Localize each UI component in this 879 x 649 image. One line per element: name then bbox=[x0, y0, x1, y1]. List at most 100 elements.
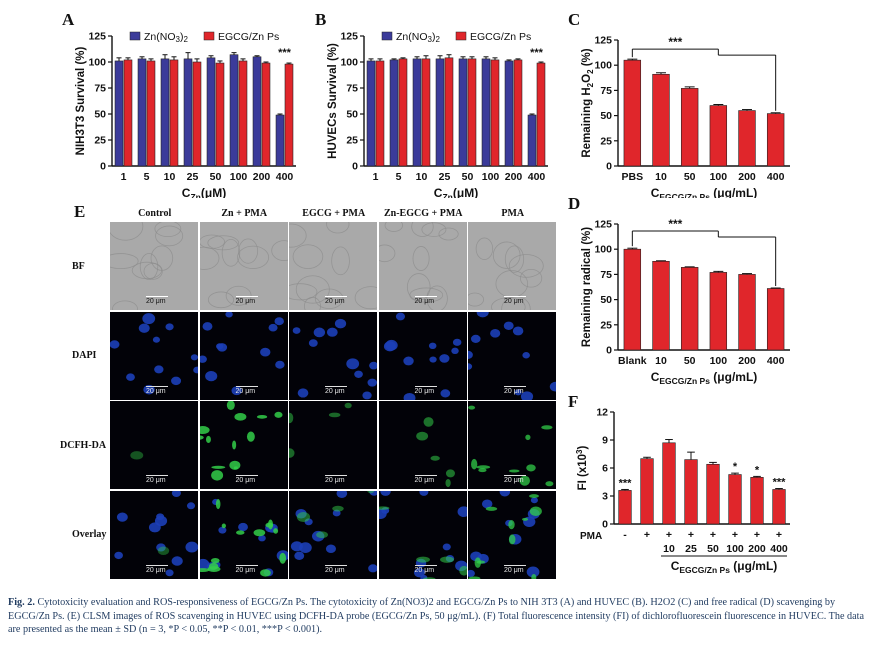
dcf-signal bbox=[231, 440, 236, 450]
nucleus bbox=[418, 490, 428, 496]
x-tick-label: 200 bbox=[253, 171, 271, 183]
nucleus bbox=[457, 505, 467, 517]
nucleus bbox=[514, 388, 522, 395]
micrograph-canvas bbox=[468, 490, 556, 579]
dcf-signal bbox=[545, 481, 554, 487]
scale-bar-label: 20 μm bbox=[146, 387, 166, 395]
bar bbox=[366, 60, 376, 167]
nucleus bbox=[452, 338, 461, 346]
dcf-signal bbox=[508, 519, 515, 529]
x-tick-label: 400 bbox=[528, 171, 546, 183]
micrograph-canvas bbox=[378, 222, 467, 310]
scale-bar-label: 20 μm bbox=[235, 298, 256, 305]
bf-cell-outline bbox=[504, 245, 525, 273]
pma-sign: + bbox=[666, 529, 672, 541]
bf-background bbox=[468, 222, 556, 310]
x-tick-label: 25 bbox=[685, 543, 697, 555]
x-axis-label-sub: Zn bbox=[190, 192, 200, 198]
x-axis-label: CZn(μM) bbox=[434, 186, 478, 198]
y-tick-label: 25 bbox=[94, 135, 106, 147]
micrograph-overlay-4: 20 μm bbox=[378, 490, 467, 579]
y-tick-label: 50 bbox=[94, 109, 106, 121]
micrograph-bf-2: 20 μm bbox=[199, 222, 288, 310]
y-tick-label: 75 bbox=[346, 83, 358, 95]
bar bbox=[412, 58, 422, 167]
nucleus bbox=[165, 322, 174, 330]
nucleus bbox=[346, 357, 360, 369]
fluorescence-background bbox=[110, 401, 198, 489]
scale-bar bbox=[504, 564, 526, 566]
nucleus bbox=[439, 388, 450, 397]
micrograph-canvas bbox=[199, 222, 288, 310]
scale-bar-label: 20 μm bbox=[146, 566, 166, 574]
nucleus bbox=[438, 353, 449, 363]
micrograph-canvas bbox=[378, 311, 467, 400]
pma-sign: + bbox=[644, 529, 650, 541]
microscopy-grid: Control Zn + PMA EGCG + PMA Zn-EGCG + PMA PM… bbox=[60, 206, 566, 586]
x-tick-label: 100 bbox=[726, 543, 744, 555]
bar bbox=[527, 114, 537, 167]
dcf-signal bbox=[423, 417, 434, 427]
dcf-signal bbox=[233, 466, 238, 470]
nucleus bbox=[379, 490, 391, 496]
bar bbox=[684, 459, 698, 525]
nucleus bbox=[224, 311, 233, 318]
x-tick-label: 200 bbox=[505, 171, 523, 183]
bar bbox=[709, 105, 728, 167]
scale-bar bbox=[414, 385, 437, 387]
bar bbox=[490, 59, 500, 167]
dcf-signal bbox=[226, 401, 235, 411]
legend-tail: ) bbox=[432, 31, 436, 43]
dcf-signal bbox=[210, 557, 220, 563]
nucleus bbox=[512, 325, 524, 335]
dcf-signal bbox=[256, 415, 267, 419]
dcf-signal bbox=[367, 490, 375, 493]
bf-cell-outline bbox=[378, 244, 395, 263]
y-tick-label: 100 bbox=[340, 57, 358, 69]
bf-cell-outline bbox=[331, 246, 350, 276]
scale-bar bbox=[146, 564, 168, 566]
legend-swatch bbox=[381, 31, 393, 41]
bar bbox=[183, 58, 193, 167]
y-axis-label-sub: 2 bbox=[586, 82, 595, 87]
dcf-signal bbox=[199, 567, 209, 572]
bar bbox=[160, 58, 170, 167]
x-tick-label: 10 bbox=[655, 171, 667, 183]
microscopy-column-label: Zn + PMA bbox=[221, 208, 268, 219]
x-tick-label: 50 bbox=[684, 355, 696, 367]
nucleus bbox=[413, 567, 425, 577]
nucleus bbox=[110, 339, 120, 349]
significance-mark: * bbox=[733, 461, 738, 473]
scale-bar-label: 20 μm bbox=[504, 566, 524, 574]
bar bbox=[229, 54, 239, 167]
dcf-signal bbox=[378, 505, 389, 510]
nucleus bbox=[468, 350, 473, 359]
scale-bar-label: 20 μm bbox=[504, 298, 524, 305]
dcf-signal bbox=[468, 576, 481, 579]
nucleus bbox=[190, 353, 198, 360]
scale-bar-label: 20 μm bbox=[414, 566, 435, 574]
dcf-signal bbox=[522, 517, 529, 521]
scale-bar bbox=[325, 475, 347, 476]
nucleus bbox=[171, 555, 183, 566]
scale-bar bbox=[414, 564, 437, 566]
bf-cell-outline bbox=[468, 292, 485, 307]
bar bbox=[623, 248, 642, 351]
bf-cell-outline bbox=[406, 273, 431, 301]
bar bbox=[640, 458, 654, 525]
bf-cell-outline bbox=[112, 300, 138, 310]
x-tick-label: 200 bbox=[738, 171, 756, 183]
dcf-signal bbox=[478, 468, 487, 473]
micrograph-canvas bbox=[289, 311, 377, 400]
dcf-signal bbox=[471, 458, 478, 470]
bf-cell-outline bbox=[110, 253, 139, 270]
legend-sub: 2 bbox=[435, 35, 440, 44]
nucleus bbox=[156, 542, 166, 552]
nucleus bbox=[199, 355, 207, 363]
dcf-signal bbox=[199, 426, 210, 435]
pma-sign: + bbox=[710, 529, 716, 541]
panel-letter-d: D bbox=[568, 194, 581, 213]
nucleus bbox=[450, 347, 459, 354]
y-tick-label: 125 bbox=[594, 35, 612, 47]
nucleus bbox=[152, 336, 161, 343]
